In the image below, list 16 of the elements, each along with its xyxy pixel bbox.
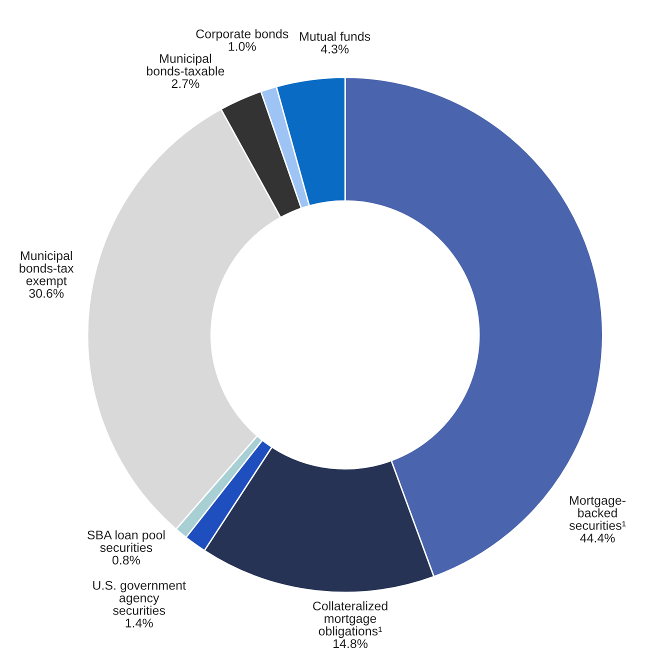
data-label: 4.3% (320, 44, 349, 54)
data-label: 2.7% (172, 79, 200, 88)
data-label: 0.8% (112, 556, 140, 565)
data-label: 1.0% (228, 42, 256, 51)
slice-label: Municipal bonds-taxable (146, 54, 224, 76)
slice-label: Municipal bonds-tax exempt (20, 250, 74, 288)
slice-label: Mortgage- backed securities¹ (569, 496, 626, 530)
slice-label: SBA loan pool securities (88, 530, 165, 552)
slice-label: U.S. government agency securities (93, 580, 186, 615)
slice-label: Mutual funds (300, 32, 370, 41)
data-label: 1.4% (126, 618, 153, 628)
data-label: 44.4% (580, 534, 615, 542)
slice-label: Collateralized mortgage obligations¹ (313, 601, 388, 638)
data-label: 30.6% (29, 288, 64, 298)
data-label: 14.8% (334, 639, 368, 648)
slice-label: Corporate bonds (196, 29, 288, 41)
